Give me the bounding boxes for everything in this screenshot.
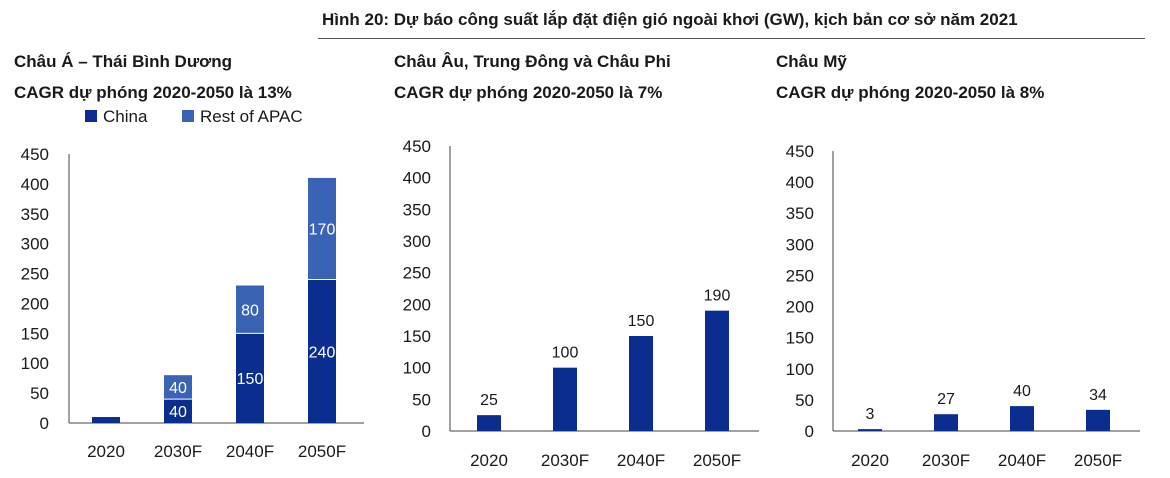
data-label: 27 [937,391,955,408]
bar [629,336,653,431]
panel-subtitle-americas: CAGR dự phóng 2020-2050 là 8% [776,83,1045,102]
x-tick-label: 2050F [1074,451,1122,470]
y-tick-label: 150 [21,324,49,343]
bar [553,367,577,431]
panel-subtitle-apac: CAGR dự phóng 2020-2050 là 13% [14,83,292,102]
y-tick-label: 0 [40,414,49,433]
data-label: 170 [309,222,336,239]
legend-swatch-rest [182,110,194,122]
y-tick-label: 450 [21,145,49,164]
legend-label-china: China [103,107,148,126]
y-tick-label: 200 [403,295,431,314]
x-tick-label: 2040F [226,442,274,461]
x-tick-label: 2050F [298,442,346,461]
y-tick-label: 300 [21,235,49,254]
y-tick-label: 400 [786,173,814,192]
y-tick-label: 50 [30,384,49,403]
panel-title-apac: Châu Á – Thái Bình Dương [14,52,233,71]
data-label: 40 [169,404,187,421]
bar [236,333,264,423]
panel-title-americas: Châu Mỹ [776,52,847,71]
panel-subtitle-emea: CAGR dự phóng 2020-2050 là 7% [394,83,663,102]
data-label: 25 [480,392,498,409]
bar [1086,409,1110,431]
legend-swatch-china [85,110,97,122]
panel-title-emea: Châu Âu, Trung Đông và Châu Phi [394,52,671,71]
y-tick-label: 0 [805,422,814,441]
x-tick-label: 2020 [851,451,889,470]
x-tick-label: 2030F [541,451,589,470]
y-tick-label: 100 [403,359,431,378]
y-tick-label: 350 [21,205,49,224]
data-label: 240 [309,344,336,361]
bar [858,429,882,431]
y-tick-label: 100 [21,354,49,373]
x-tick-label: 2050F [693,451,741,470]
bar [1010,406,1034,431]
data-label: 150 [628,313,655,330]
y-tick-label: 350 [403,200,431,219]
y-tick-label: 250 [21,265,49,284]
y-tick-label: 50 [795,391,814,410]
data-label: 150 [237,371,264,388]
x-tick-label: 2020 [87,442,125,461]
x-tick-label: 2040F [617,451,665,470]
y-tick-label: 250 [786,266,814,285]
y-tick-label: 150 [786,329,814,348]
data-label: 190 [704,288,731,305]
y-tick-label: 450 [786,142,814,161]
y-tick-label: 150 [403,327,431,346]
title-divider [318,38,1145,39]
data-label: 40 [1013,383,1031,400]
bar [308,279,336,423]
y-tick-label: 450 [403,137,431,156]
y-tick-label: 400 [403,169,431,188]
bar [164,399,192,423]
y-tick-label: 300 [403,232,431,251]
y-tick-label: 400 [21,175,49,194]
y-tick-label: 50 [412,390,431,409]
bar [164,375,192,400]
y-tick-label: 0 [422,422,431,441]
bar [477,415,501,431]
x-tick-label: 2020 [470,451,508,470]
x-tick-label: 2030F [922,451,970,470]
data-label: 3 [866,406,875,423]
y-tick-label: 200 [786,298,814,317]
bar [705,310,729,431]
data-label: 80 [241,302,259,319]
bar [92,417,120,423]
legend-label-rest: Rest of APAC [200,107,303,126]
data-label: 34 [1089,387,1107,404]
x-tick-label: 2040F [998,451,1046,470]
data-label: 100 [552,345,579,362]
y-tick-label: 250 [403,264,431,283]
y-tick-label: 100 [786,360,814,379]
y-tick-label: 200 [21,294,49,313]
bar [236,285,264,334]
y-tick-label: 300 [786,235,814,254]
figure-title: Hình 20: Dự báo công suất lắp đặt điện g… [322,10,1018,29]
bar [308,177,336,280]
data-label: 40 [169,380,187,397]
bar [934,414,958,431]
x-tick-label: 2030F [154,442,202,461]
y-tick-label: 350 [786,204,814,223]
